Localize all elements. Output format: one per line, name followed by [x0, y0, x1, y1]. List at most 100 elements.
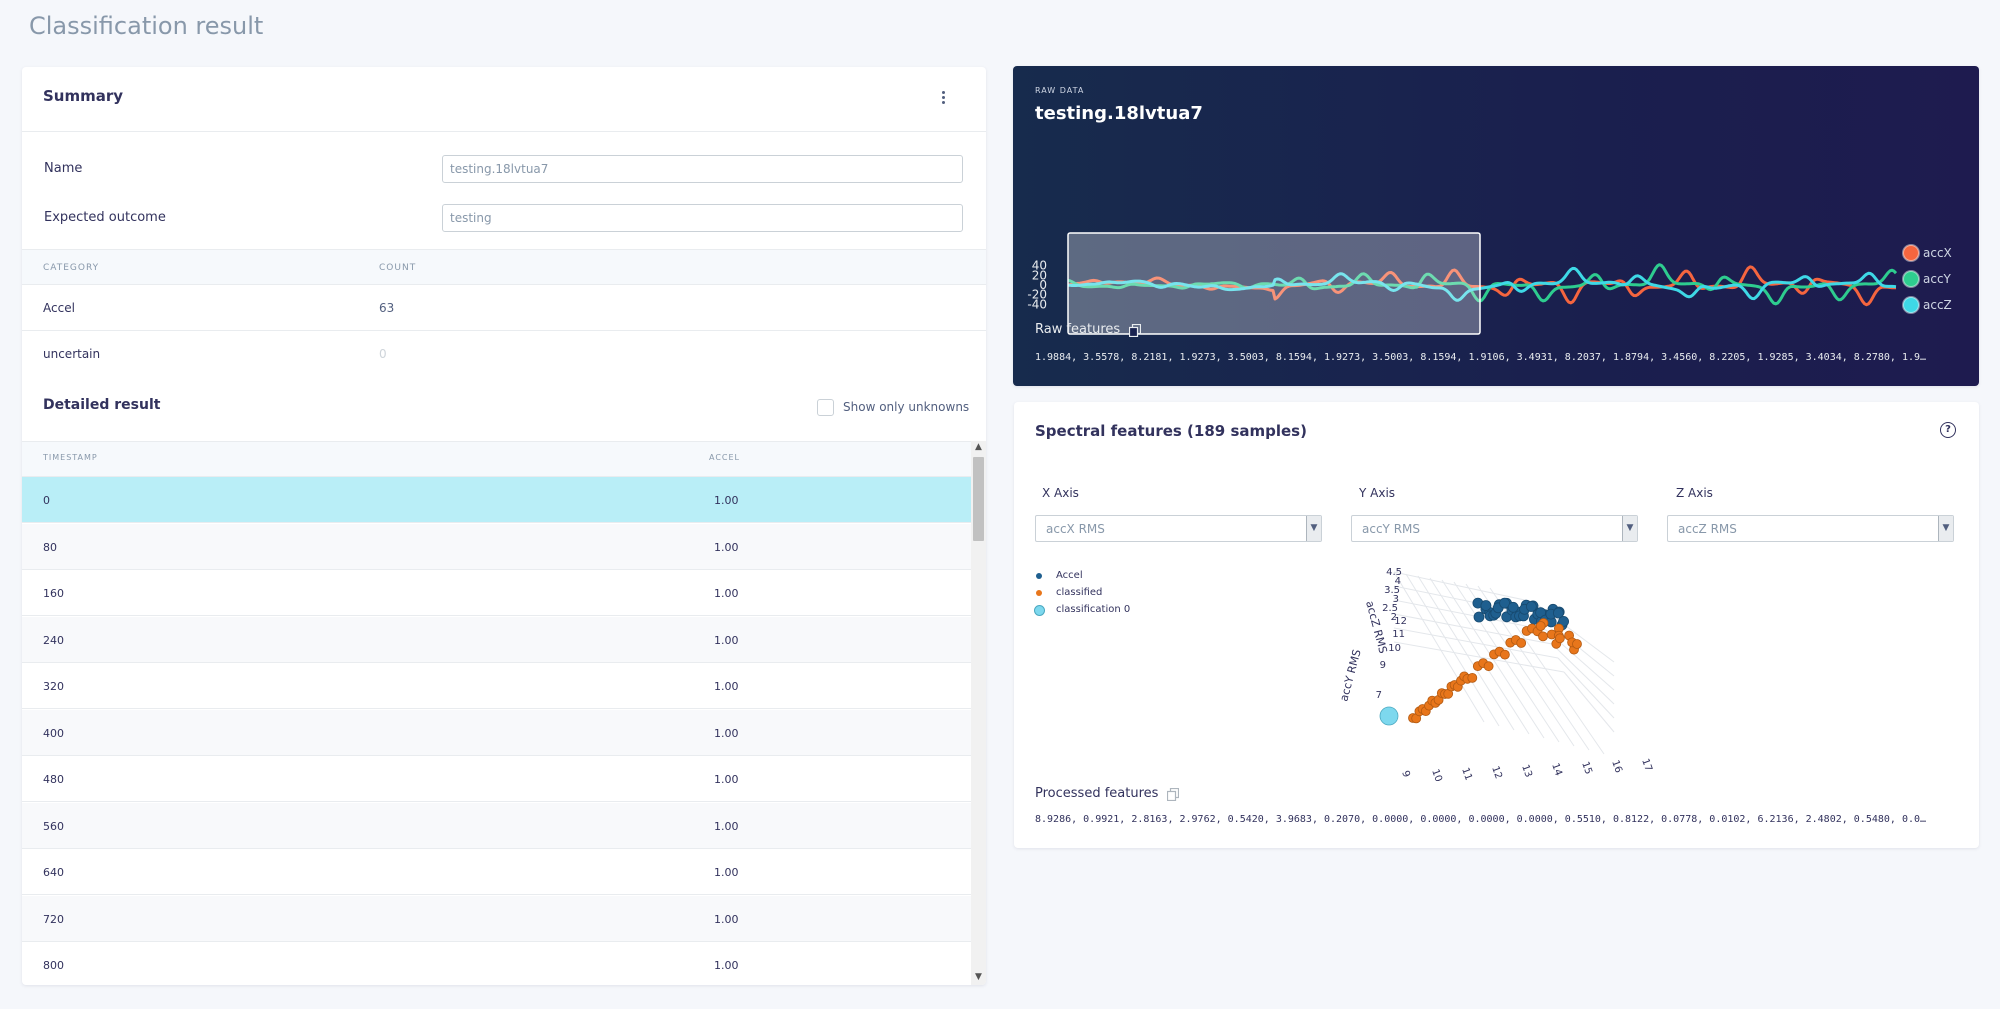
table-row[interactable]: 400 1.00 [22, 709, 971, 756]
y-axis-select-value: accY RMS [1362, 522, 1421, 536]
y-axis-select[interactable]: accY RMS ▼ [1351, 515, 1638, 542]
y-axis-title: accY RMS [1337, 648, 1363, 703]
scroll-up-icon[interactable]: ▲ [975, 442, 982, 452]
data-point-classified [1538, 631, 1548, 642]
row-accel-value: 1.00 [714, 633, 739, 647]
legend-dot [1034, 605, 1045, 616]
grid-line [1417, 575, 1515, 731]
table-row[interactable]: 80 1.00 [22, 523, 971, 570]
summary-title: Summary [43, 87, 124, 105]
help-icon[interactable]: ? [1940, 422, 1956, 438]
copy-icon[interactable] [1167, 788, 1179, 801]
category-header: CATEGORY [43, 263, 100, 273]
z-tick-label: 2 [1391, 612, 1397, 623]
data-point-classified [1555, 633, 1565, 644]
y-tick-label: 20 [1032, 268, 1047, 282]
table-row[interactable]: 800 1.00 [22, 942, 971, 985]
expected-outcome-row: Expected outcome [22, 200, 986, 240]
table-row[interactable]: 160 1.00 [22, 570, 971, 616]
row-accel-value: 1.00 [714, 587, 739, 600]
grid-line [1393, 571, 1485, 723]
grid-line [1551, 643, 1615, 705]
row-timestamp: 160 [43, 587, 64, 600]
row-accel-value: 1.00 [714, 494, 739, 507]
detailed-table-body: 0 1.00 80 1.00 160 1.00 240 1.00 320 1.00 400 1.00 4… [22, 477, 971, 985]
scroll-down-icon[interactable]: ▼ [975, 972, 982, 982]
category-row: uncertain 0 [22, 331, 986, 377]
z-tick-label: 3.5 [1384, 585, 1400, 596]
legend-marker-accX[interactable] [1902, 244, 1920, 262]
row-timestamp: 640 [43, 866, 64, 879]
y-tick-label: 12 [1394, 616, 1407, 627]
table-row[interactable]: 720 1.00 [22, 895, 971, 942]
row-timestamp: 480 [43, 773, 64, 786]
table-row[interactable]: 240 1.00 [22, 616, 971, 663]
summary-header: Summary [22, 67, 986, 132]
raw-features-label: Raw features [1035, 322, 1121, 337]
row-accel-value: 1.00 [714, 866, 739, 879]
category-name: uncertain [43, 347, 101, 361]
data-point-accel [1535, 607, 1546, 618]
row-timestamp: 0 [43, 494, 50, 507]
scrollbar-thumb[interactable] [973, 457, 984, 541]
table-row[interactable]: 560 1.00 [22, 802, 971, 849]
data-point-classified [1467, 673, 1478, 683]
table-scrollbar[interactable]: ▲ ▼ [971, 441, 986, 985]
chevron-down-icon[interactable]: ▼ [1938, 516, 1953, 541]
x-axis-select[interactable]: accX RMS ▼ [1035, 515, 1322, 542]
grid-line [1393, 571, 1535, 603]
table-row[interactable]: 320 1.00 [22, 663, 971, 709]
count-header: COUNT [379, 263, 417, 273]
y-tick-label: 7 [1376, 690, 1382, 701]
y-tick-label: 10 [1388, 643, 1401, 654]
chevron-down-icon[interactable]: ▼ [1306, 516, 1321, 541]
checkbox-box[interactable] [817, 399, 834, 416]
grid-line [1393, 599, 1547, 631]
legend-dot [1036, 573, 1042, 579]
row-timestamp: 320 [43, 680, 64, 693]
x-tick-label: 13 [1519, 763, 1534, 779]
table-row[interactable]: 640 1.00 [22, 849, 971, 895]
processed-features-values: 8.9286, 0.9921, 2.8163, 2.9762, 0.5420, … [1035, 814, 1927, 825]
x-tick-label: 11 [1459, 766, 1474, 782]
data-point-accel [1499, 597, 1511, 609]
legend-marker-accZ[interactable] [1902, 296, 1920, 314]
name-field[interactable] [442, 155, 963, 183]
chevron-down-icon[interactable]: ▼ [1622, 516, 1637, 541]
expected-outcome-field[interactable] [442, 204, 963, 232]
raw-data-title: testing.18lvtua7 [1035, 103, 1203, 124]
legend-label-accY: accY [1923, 272, 1952, 286]
z-tick-label: 3 [1393, 594, 1399, 605]
detailed-result-title: Detailed result [43, 397, 161, 413]
row-accel-value: 1.00 [714, 680, 739, 693]
z-tick-label: 4.5 [1386, 567, 1402, 578]
raw-features-values: 1.9884, 3.5578, 8.2181, 1.9273, 3.5003, … [1035, 352, 1927, 363]
table-row[interactable]: 0 1.00 [22, 477, 971, 523]
grid-line [1429, 577, 1530, 735]
x-tick-label: 12 [1489, 765, 1504, 781]
table-row[interactable]: 480 1.00 [22, 756, 971, 802]
row-timestamp: 720 [43, 912, 64, 926]
window-selection[interactable] [1067, 232, 1481, 335]
z-tick-label: 4 [1395, 576, 1401, 587]
row-accel-value: 1.00 [714, 959, 739, 972]
category-name: Accel [43, 301, 75, 315]
name-row: Name [22, 151, 986, 191]
more-options-icon[interactable] [937, 89, 949, 109]
grid-line [1393, 641, 1565, 673]
data-point-classified [1572, 639, 1582, 649]
y-tick-label: 9 [1380, 660, 1386, 671]
grid-line [1393, 627, 1559, 659]
spectral-features-title: Spectral features (189 samples) [1035, 422, 1307, 440]
z-axis-select[interactable]: accZ RMS ▼ [1667, 515, 1954, 542]
legend-marker-accY[interactable] [1902, 270, 1920, 288]
data-point-classified [1516, 638, 1527, 648]
copy-icon[interactable] [1129, 324, 1141, 337]
y-axis-label: Y Axis [1359, 486, 1396, 500]
raw-data-eyebrow: RAW DATA [1035, 86, 1085, 95]
category-count: 0 [379, 347, 387, 361]
legend-label-accX: accX [1923, 246, 1952, 260]
raw-data-card: RAW DATA testing.18lvtua7 40 20 0 -20 -40 acc… [1013, 66, 1979, 386]
